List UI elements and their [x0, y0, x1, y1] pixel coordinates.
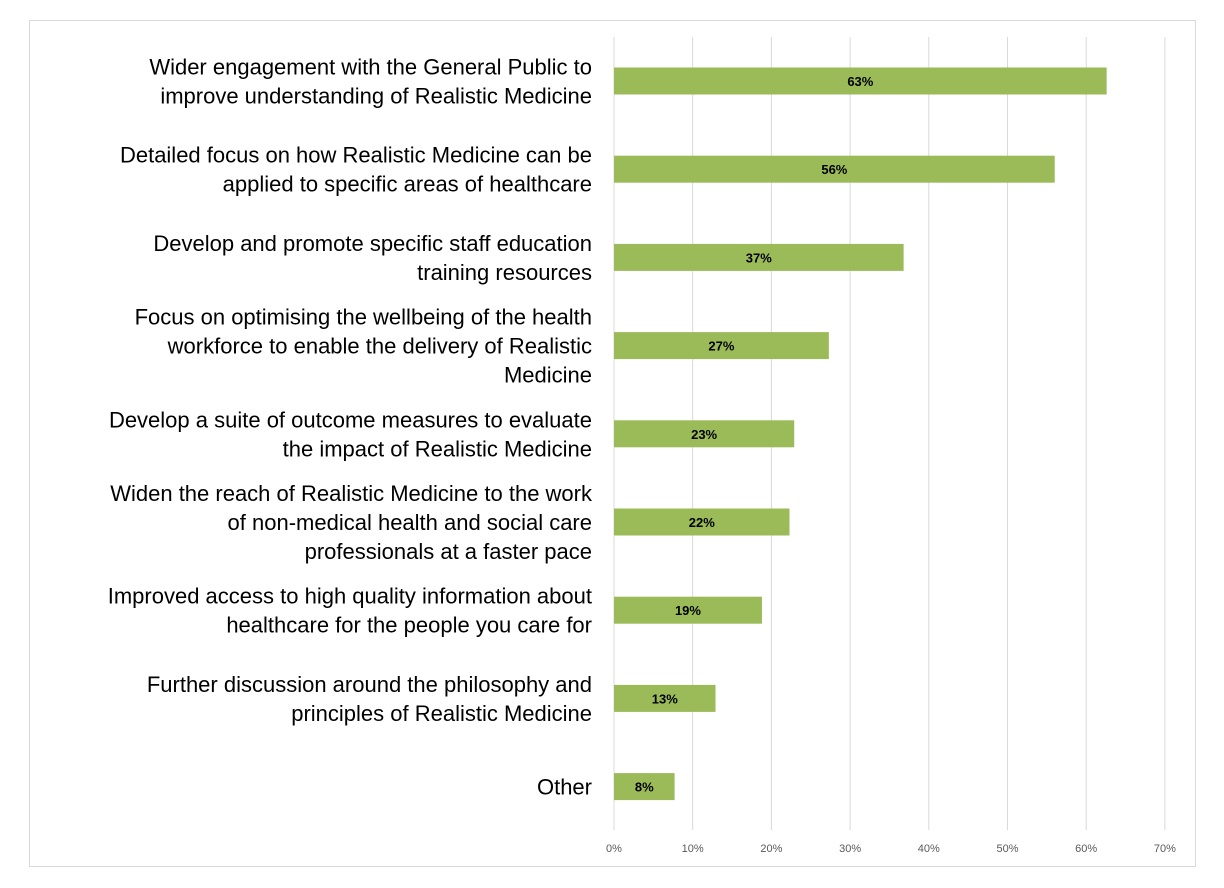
x-tick-label: 50% — [996, 843, 1018, 855]
bar — [614, 596, 762, 624]
data-label: 23% — [691, 427, 717, 442]
category-label: Detailed focus on how Realistic Medicine… — [120, 143, 592, 197]
x-tick-label: 10% — [682, 843, 704, 855]
data-label: 56% — [821, 162, 847, 177]
data-label: 22% — [689, 515, 715, 530]
category-label: Wider engagement with the General Public… — [149, 55, 592, 109]
category-label: Develop a suite of outcome measures to e… — [109, 407, 592, 461]
bar — [614, 67, 1107, 95]
x-tick-label: 20% — [760, 843, 782, 855]
bar — [614, 508, 790, 536]
bar — [614, 684, 716, 712]
category-label: Other — [537, 775, 592, 800]
data-label: 63% — [847, 74, 873, 89]
data-label: 8% — [635, 780, 654, 795]
bar — [614, 420, 795, 448]
data-label: 19% — [675, 603, 701, 618]
category-label: Further discussion around the philosophy… — [147, 672, 592, 726]
x-tick-label: 70% — [1154, 843, 1176, 855]
bar — [614, 773, 675, 801]
x-tick-label: 60% — [1075, 843, 1097, 855]
category-label: Focus on optimising the wellbeing of the… — [135, 305, 592, 388]
x-tick-label: 0% — [606, 843, 622, 855]
category-label: Develop and promote specific staff educa… — [153, 231, 592, 285]
bar — [614, 243, 904, 271]
x-tick-label: 40% — [918, 843, 940, 855]
bar — [614, 155, 1055, 183]
data-label: 37% — [746, 250, 772, 265]
x-tick-label: 30% — [839, 843, 861, 855]
data-label: 27% — [708, 339, 734, 354]
bar — [614, 332, 829, 360]
category-label: Widen the reach of Realistic Medicine to… — [110, 481, 593, 564]
category-label: Improved access to high quality informat… — [108, 584, 592, 638]
data-label: 13% — [652, 691, 678, 706]
